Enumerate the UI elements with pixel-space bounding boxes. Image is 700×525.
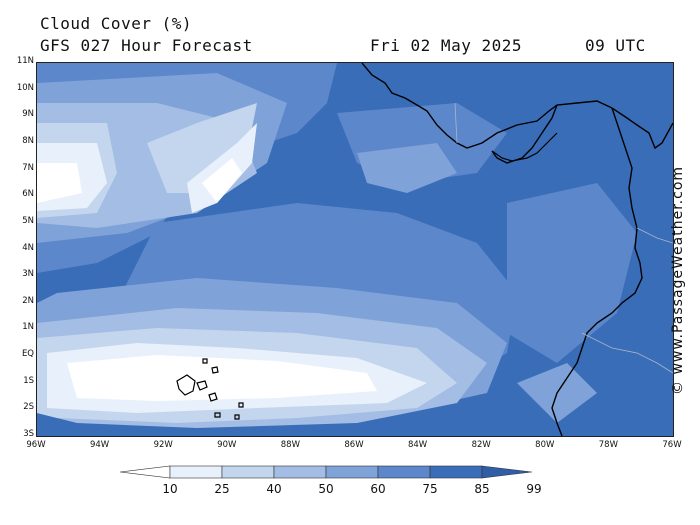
coastline [361,63,673,436]
longitude-label: 88W [280,440,301,450]
legend-tick-label: 50 [318,482,334,496]
credit-text: © www.PassageWeather.com [670,165,686,395]
legend-swatch [377,465,431,479]
latitude-label: 9N [22,109,34,120]
latitude-label: 11N [16,56,34,66]
country-borders [454,102,673,374]
latitude-label: 10N [16,82,34,93]
legend-tick-label: 99 [526,482,542,496]
forecast-time: 09 UTC [585,36,646,55]
cloud-cover-map [36,62,674,437]
latitude-label: 7N [22,162,34,173]
longitude-label: 92W [153,440,173,450]
legend-tick-label: 40 [266,482,282,496]
latitude-label: 6N [22,189,34,200]
legend-tick-label: 85 [474,482,490,496]
legend-swatch [221,465,275,479]
panama-coast [491,132,558,162]
longitude-label: 80W [535,440,555,450]
legend-swatch [169,465,223,479]
legend-arrow-left [119,465,171,479]
latitude-label: 4N [22,242,34,253]
longitude-label: 76W [662,440,682,450]
latitude-label: 1N [22,322,34,333]
forecast-subtitle: GFS 027 Hour Forecast [40,36,253,55]
longitude-label: 94W [89,440,110,450]
longitude-label: 78W [598,440,619,450]
forecast-date: Fri 02 May 2025 [370,36,522,55]
galapagos-islands [176,358,244,420]
legend-tick-label: 60 [370,482,386,496]
legend-swatch [325,465,379,479]
color-legend [119,465,533,479]
longitude-label: 96W [26,440,46,450]
legend-tick-label: 75 [422,482,438,496]
latitude-label: EQ [21,349,34,360]
longitude-label: 90W [217,440,237,450]
latitude-label: 1S [23,375,34,386]
latitude-label: 3S [23,429,34,439]
latitude-label: 2S [23,402,34,413]
longitude-label: 86W [344,440,364,450]
latitude-label: 5N [22,215,34,226]
legend-swatch [273,465,327,479]
legend-arrow-right [481,465,533,479]
legend-tick-label: 25 [214,482,230,496]
legend-tick-label: 10 [162,482,178,496]
legend-swatch [429,465,483,479]
map-canvas [37,63,673,436]
map-title: Cloud Cover (%) [40,14,192,33]
latitude-label: 2N [22,295,34,306]
longitude-label: 84W [407,440,428,450]
clear-sky-core [37,158,377,401]
latitude-label: 8N [22,135,34,146]
latitude-label: 3N [22,269,34,280]
longitude-label: 82W [471,440,491,450]
